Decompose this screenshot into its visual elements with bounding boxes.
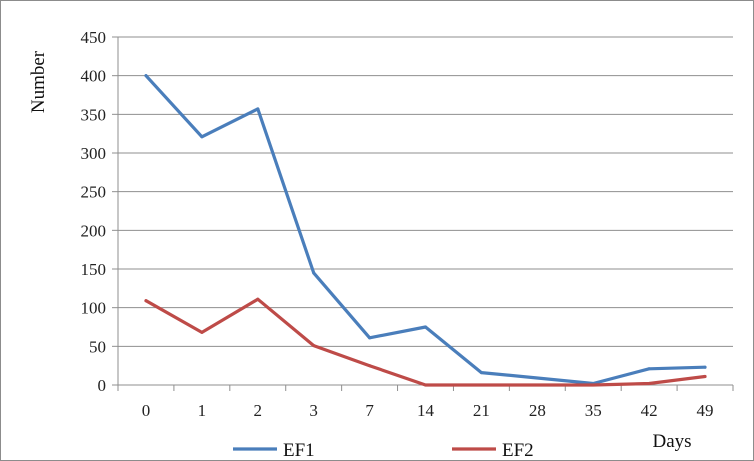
y-tick-label: 350 — [81, 105, 107, 124]
legend: EF1 EF2 — [233, 440, 534, 461]
data-point-ef2 — [200, 330, 204, 334]
data-point-ef1 — [256, 107, 260, 111]
y-tick-label: 300 — [81, 144, 107, 163]
gridlines — [118, 36, 733, 347]
data-point-ef2 — [591, 383, 595, 387]
data-point-ef2 — [368, 364, 372, 368]
x-tick-label: 7 — [365, 401, 374, 420]
data-point-ef2 — [647, 381, 651, 385]
series-line-ef1 — [144, 74, 707, 386]
data-point-ef2 — [479, 383, 483, 387]
x-tick-label: 3 — [309, 401, 318, 420]
y-axis-title: Number — [28, 50, 49, 113]
data-point-ef1 — [479, 371, 483, 375]
x-tick-label: 42 — [641, 401, 658, 420]
x-tick-label: 1 — [198, 401, 207, 420]
y-tick-label: 50 — [89, 337, 106, 356]
legend-label-ef2: EF2 — [502, 440, 534, 461]
x-tick-label: 35 — [585, 401, 602, 420]
axes — [112, 36, 734, 391]
x-tick-label: 28 — [529, 401, 546, 420]
data-point-ef2 — [144, 299, 148, 303]
y-tick-label: 100 — [81, 299, 107, 318]
data-point-ef2 — [424, 383, 427, 387]
x-tick-label: 0 — [142, 401, 151, 420]
data-point-ef2 — [256, 297, 260, 301]
x-tick-label: 2 — [254, 401, 263, 420]
data-point-ef2 — [703, 374, 707, 378]
x-tick-label: 14 — [417, 401, 435, 420]
x-tick-label: 49 — [697, 401, 714, 420]
y-tick-labels: 0 50 100 150 200 250 300 350 400 450 — [81, 28, 107, 395]
x-axis-title: Days — [652, 431, 691, 452]
data-point-ef2 — [535, 383, 539, 387]
legend-label-ef1: EF1 — [283, 440, 315, 461]
data-point-ef1 — [144, 74, 148, 78]
series-line-ef2 — [144, 297, 707, 387]
data-point-ef1 — [368, 336, 372, 340]
x-tick-labels: 0 1 2 3 7 14 21 28 35 42 49 — [142, 401, 714, 420]
y-tick-label: 150 — [81, 260, 107, 279]
data-point-ef1 — [703, 365, 707, 369]
series-lines — [144, 74, 707, 387]
y-tick-label: 200 — [81, 221, 107, 240]
data-point-ef2 — [312, 344, 316, 348]
y-tick-label: 250 — [81, 183, 107, 202]
y-tick-label: 450 — [81, 28, 107, 47]
data-point-ef1 — [535, 376, 539, 380]
x-tick-label: 21 — [473, 401, 490, 420]
data-point-ef1 — [424, 325, 427, 329]
y-tick-label: 0 — [98, 376, 107, 395]
y-tick-label: 400 — [81, 67, 107, 86]
data-point-ef1 — [647, 367, 651, 371]
data-point-ef1 — [312, 271, 316, 275]
data-point-ef1 — [200, 135, 204, 139]
